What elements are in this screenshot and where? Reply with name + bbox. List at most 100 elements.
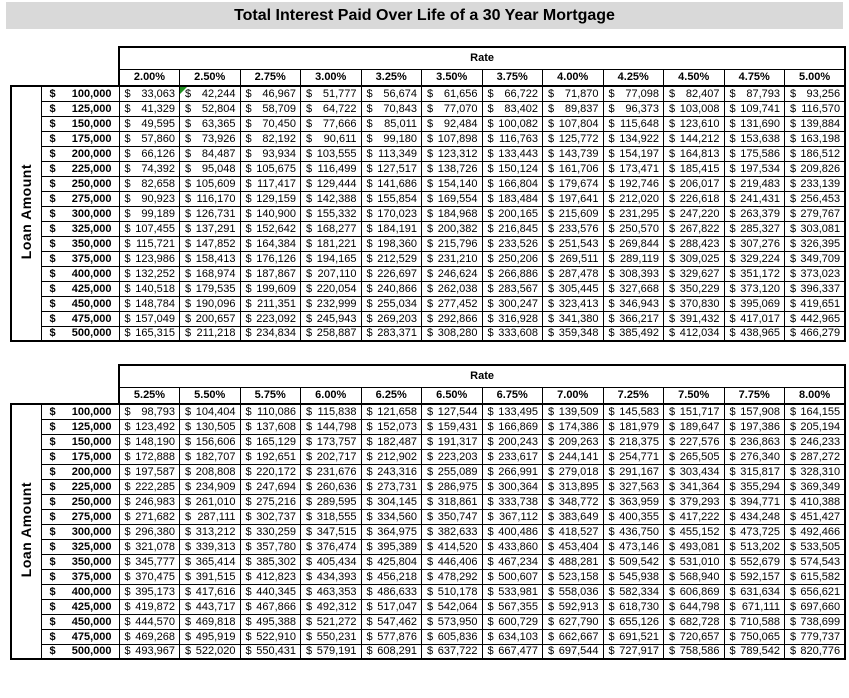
interest-cell: $109,741 <box>723 100 785 117</box>
cell-value: 226,697 <box>377 267 417 280</box>
interest-money: $522,020 <box>180 645 239 657</box>
interest-cell: $303,081 <box>784 220 847 237</box>
currency-symbol: $ <box>245 405 252 418</box>
loan-amount-cell: $100,000 <box>40 403 120 420</box>
cell-value: 517,047 <box>377 600 417 613</box>
cell-value: 212,020 <box>619 192 659 205</box>
cell-value: 71,870 <box>564 87 599 100</box>
interest-money: $71,870 <box>543 87 602 100</box>
cell-value: 144,212 <box>679 132 720 145</box>
interest-money: $144,212 <box>664 132 723 145</box>
currency-symbol: $ <box>790 162 797 175</box>
interest-money: $255,034 <box>362 298 421 310</box>
interest-money: $414,520 <box>422 541 481 553</box>
interest-money: $656,621 <box>785 586 843 598</box>
interest-cell: $223,203 <box>421 448 483 465</box>
cell-value: 73,926 <box>201 132 236 145</box>
cell-value: 321,078 <box>135 540 175 553</box>
interest-cell: $493,967 <box>118 643 180 660</box>
cell-value: 400,486 <box>498 525 538 538</box>
cell-value: 197,386 <box>740 420 780 433</box>
interest-money: $385,492 <box>604 327 663 340</box>
interest-money: $266,886 <box>483 268 542 280</box>
currency-symbol: $ <box>245 525 252 538</box>
interest-money: $133,443 <box>483 148 542 160</box>
cell-value: 227,576 <box>679 435 720 448</box>
interest-money: $522,910 <box>241 631 300 643</box>
interest-cell: $263,379 <box>723 205 785 222</box>
currency-symbol: $ <box>729 327 736 340</box>
cell-value: 123,492 <box>135 420 175 433</box>
currency-symbol: $ <box>306 327 313 340</box>
interest-money: $199,609 <box>241 283 300 295</box>
currency-symbol: $ <box>245 132 252 145</box>
loan-amount-cell: $375,000 <box>40 568 120 585</box>
currency-symbol: $ <box>49 645 56 658</box>
interest-cell: $116,570 <box>784 100 847 117</box>
currency-symbol: $ <box>366 465 373 478</box>
interest-cell: $52,804 <box>179 100 241 117</box>
currency-symbol: $ <box>185 177 192 190</box>
interest-cell: $289,595 <box>300 493 362 510</box>
currency-symbol: $ <box>124 570 131 583</box>
interest-money: $634,103 <box>483 631 542 643</box>
currency-symbol: $ <box>487 237 494 250</box>
cell-value: 129,444 <box>316 177 357 190</box>
currency-symbol: $ <box>306 252 313 265</box>
cell-value: 33,063 <box>141 87 175 100</box>
interest-cell: $291,167 <box>602 463 664 480</box>
interest-cell: $233,139 <box>784 175 847 192</box>
loan-amount-money: $400,000 <box>42 268 118 280</box>
interest-cell: $246,983 <box>118 493 180 510</box>
interest-cell: $212,020 <box>602 190 664 207</box>
cell-value: 466,279 <box>800 327 841 340</box>
interest-money: $174,386 <box>543 421 602 433</box>
interest-cell: $41,329 <box>118 100 180 117</box>
interest-money: $547,462 <box>362 616 421 628</box>
interest-cell: $207,110 <box>300 265 362 282</box>
interest-money: $395,389 <box>362 541 421 553</box>
loan-amount-cell: $325,000 <box>40 538 120 555</box>
cell-value: 509,542 <box>619 555 659 568</box>
cell-value: 473,146 <box>619 540 659 553</box>
cell-value: 334,560 <box>377 510 417 523</box>
currency-symbol: $ <box>608 327 615 340</box>
interest-cell: $493,081 <box>663 538 725 555</box>
currency-symbol: $ <box>245 162 252 175</box>
interest-cell: $779,737 <box>784 628 847 645</box>
currency-symbol: $ <box>124 327 131 340</box>
interest-money: $82,658 <box>120 178 179 190</box>
interest-cell: $533,981 <box>481 583 543 600</box>
interest-money: $273,731 <box>362 481 421 493</box>
cell-value: 200,382 <box>437 222 478 235</box>
interest-money: $70,843 <box>362 103 421 115</box>
interest-money: $582,334 <box>604 585 663 598</box>
interest-cell: $148,190 <box>118 433 180 450</box>
currency-symbol: $ <box>608 585 615 598</box>
interest-cell: $552,679 <box>723 553 785 570</box>
currency-symbol: $ <box>124 435 131 448</box>
currency-symbol: $ <box>185 267 192 280</box>
interest-cell: $233,617 <box>481 448 543 465</box>
interest-cell: $179,535 <box>179 280 241 297</box>
cell-value: 328,310 <box>800 465 841 478</box>
interest-cell: $215,796 <box>421 235 483 252</box>
interest-cell: $199,609 <box>239 280 301 297</box>
interest-money: $279,018 <box>543 466 602 478</box>
interest-money: $96,373 <box>604 103 663 115</box>
interest-cell: $510,178 <box>421 583 483 600</box>
interest-money: $58,709 <box>241 102 300 115</box>
interest-cell: $287,478 <box>542 265 604 282</box>
currency-symbol: $ <box>306 420 313 433</box>
currency-symbol: $ <box>427 555 434 568</box>
interest-cell: $522,910 <box>239 628 301 645</box>
cell-value: 58,709 <box>262 102 296 115</box>
cell-value: 285,327 <box>740 222 780 235</box>
interest-money: $303,434 <box>664 466 723 478</box>
interest-cell: $150,124 <box>481 160 543 177</box>
interest-cell: $151,717 <box>663 403 725 420</box>
interest-money: $89,837 <box>543 103 602 115</box>
table-row: $275,000 $90,923 $116,170 $129,159 $142,388 $… <box>11 190 847 207</box>
table-row: $300,000 $296,380 $313,212 $330,259 $347,515… <box>11 523 847 540</box>
cell-value: 143,739 <box>558 147 599 160</box>
